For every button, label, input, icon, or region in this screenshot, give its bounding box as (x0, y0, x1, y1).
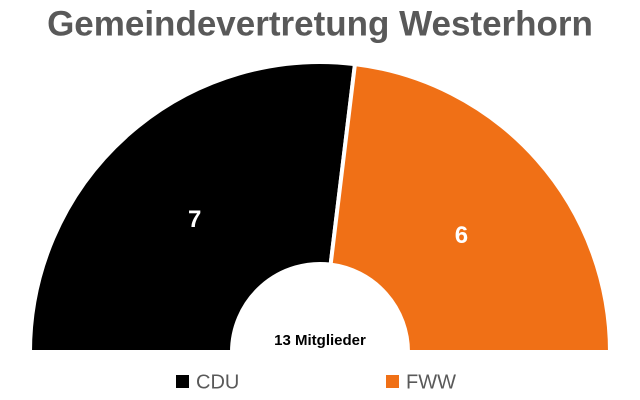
value-label: 7 (188, 206, 201, 233)
chart-title: Gemeindevertretung Westerhorn (47, 4, 593, 43)
center-label: 13 Mitglieder (274, 332, 366, 349)
legend-label: FWW (406, 371, 456, 393)
legend-swatch (386, 375, 399, 388)
legend-swatch (176, 375, 189, 388)
baseline-mask (0, 352, 640, 400)
value-label: 6 (455, 222, 468, 249)
seat-segment (328, 61, 613, 354)
legend-label: CDU (196, 371, 239, 393)
seat-segment (27, 60, 358, 354)
